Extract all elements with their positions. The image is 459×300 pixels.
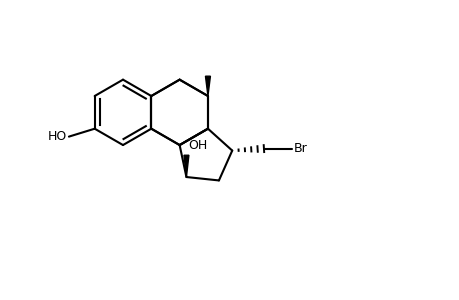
Text: HO: HO: [48, 130, 67, 143]
Text: Br: Br: [293, 142, 307, 155]
Polygon shape: [205, 76, 210, 96]
Text: OH: OH: [188, 139, 207, 152]
Polygon shape: [184, 155, 189, 177]
